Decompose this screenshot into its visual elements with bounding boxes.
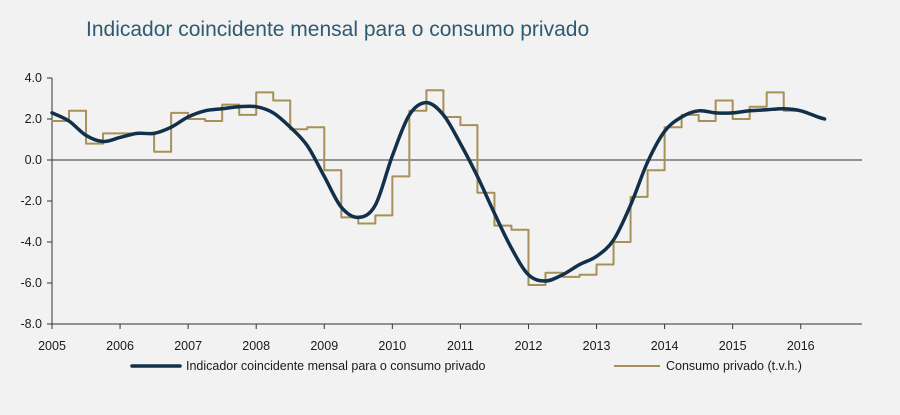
y-tick-label: -6.0 [20, 276, 42, 290]
y-tick-label: 0.0 [25, 153, 42, 167]
y-tick-label: -2.0 [20, 194, 42, 208]
legend-label-consumo: Consumo privado (t.v.h.) [666, 359, 802, 373]
x-tick-label: 2009 [310, 339, 338, 353]
y-tick-label: 2.0 [25, 112, 42, 126]
y-tick-label: -4.0 [20, 235, 42, 249]
x-tick-label: 2006 [106, 339, 134, 353]
x-axis-ticks: 2005 2006 2007 2008 2009 2010 2011 2012 2013 2014… [38, 323, 862, 353]
y-tick-label: 4.0 [25, 71, 42, 85]
x-tick-label: 2016 [787, 339, 815, 353]
x-tick-label: 2015 [719, 339, 747, 353]
x-tick-label: 2014 [651, 339, 679, 353]
series-line-indicador [50, 100, 827, 283]
series-line-consumo [51, 89, 802, 287]
series-group [50, 89, 827, 287]
legend: Indicador coincidente mensal para o cons… [130, 359, 802, 373]
y-axis-ticks: 4.0 2.0 0.0 -2.0 -4.0 -6.0 -8.0 [20, 71, 52, 331]
x-tick-label: 2005 [38, 339, 66, 353]
x-tick-label: 2010 [378, 339, 406, 353]
x-tick-label: 2013 [583, 339, 611, 353]
x-tick-label: 2007 [174, 339, 202, 353]
chart-title: Indicador coincidente mensal para o cons… [86, 18, 589, 41]
x-tick-label: 2011 [447, 339, 474, 353]
legend-label-indicador: Indicador coincidente mensal para o cons… [186, 359, 486, 373]
x-tick-label: 2012 [515, 339, 543, 353]
x-tick-label: 2008 [242, 339, 270, 353]
y-tick-label: -8.0 [20, 317, 42, 331]
